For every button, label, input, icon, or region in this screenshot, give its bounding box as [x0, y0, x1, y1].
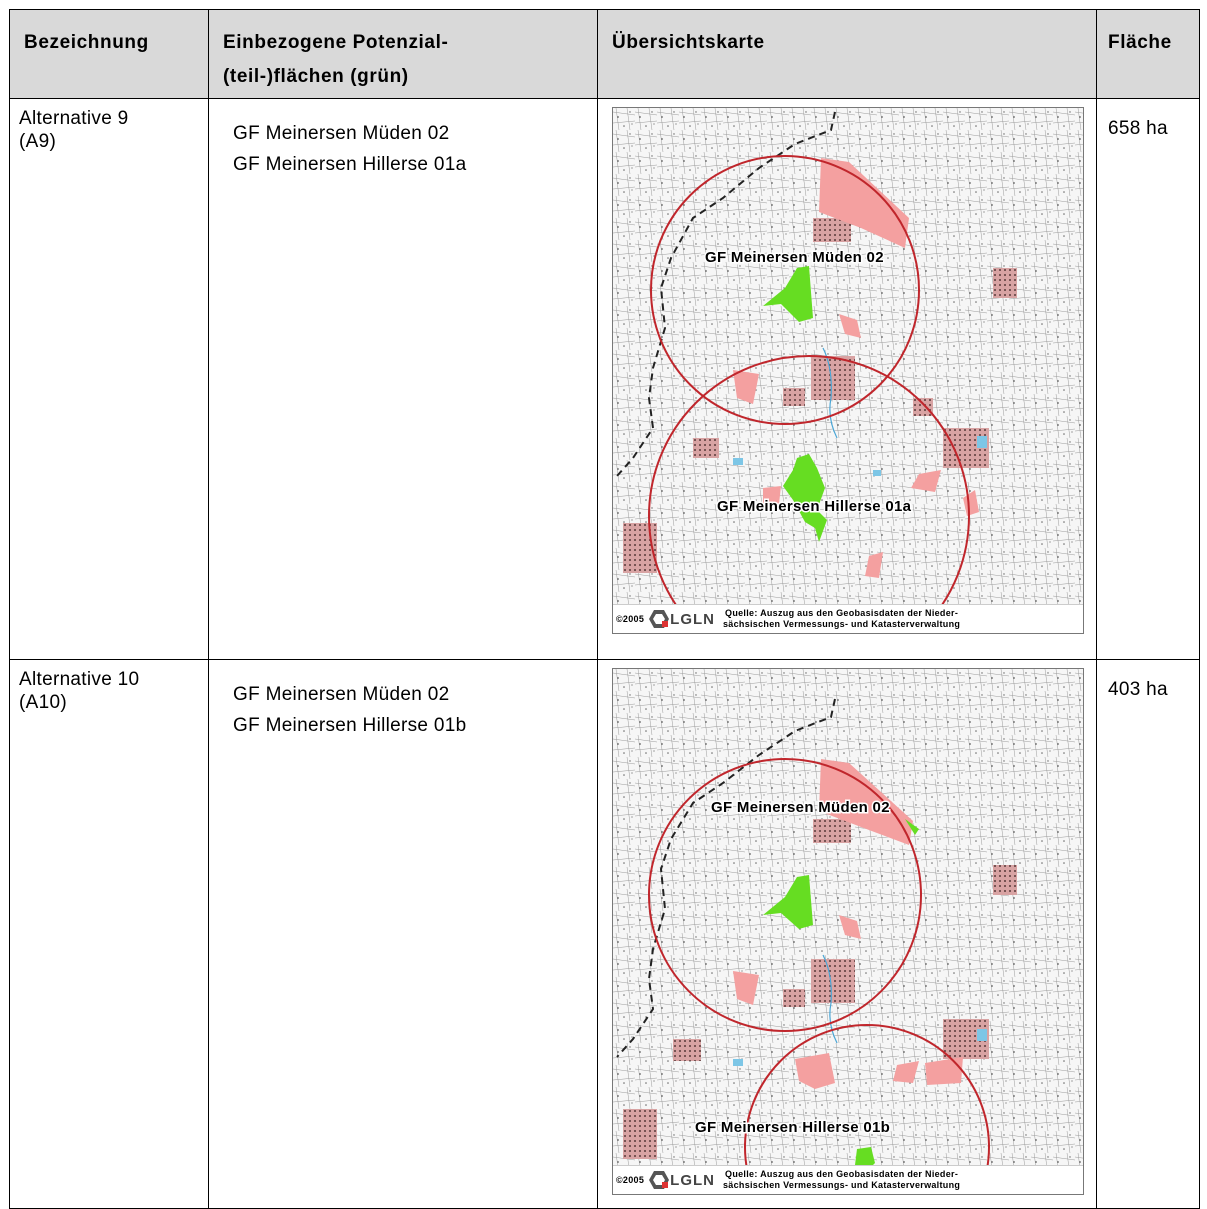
map-graphic: GF Meinersen Müden 02 GF Meinersen Hille…: [613, 108, 1083, 633]
credit-source-line2: sächsischen Vermessungs- und Katasterver…: [722, 619, 961, 629]
header-potenzialflaechen: Einbezogene Potenzial- (teil-)flächen (g…: [208, 9, 598, 99]
header-uebersichtskarte: Übersichtskarte: [597, 9, 1097, 99]
map-credit: ©2005 LGLN Quelle: Auszug aus den Geobas…: [613, 604, 1083, 633]
credit-source-line2: sächsischen Vermessungs- und Katasterver…: [722, 1180, 961, 1190]
header-potenzialflaechen-line2: (teil-)flächen (grün): [223, 66, 409, 87]
header-potenzialflaechen-line1: Einbezogene Potenzial-: [223, 32, 449, 53]
table-row: Alternative 10 (A10) GF Meinersen Müden …: [9, 659, 1200, 1209]
potential-area-item: GF Meinersen Hillerse 01a: [233, 154, 467, 175]
credit-source: Quelle: Auszug aus den Geobasisdaten der…: [723, 608, 960, 630]
potential-area-item: GF Meinersen Hillerse 01b: [233, 715, 467, 736]
cell-flaeche: 658 ha: [1096, 98, 1200, 660]
header-bezeichnung: Bezeichnung: [9, 9, 209, 99]
overview-map: GF Meinersen Müden 02 GF Meinersen Hille…: [612, 668, 1084, 1195]
cell-uebersichtskarte: GF Meinersen Müden 02 GF Meinersen Hille…: [597, 98, 1097, 660]
lgln-logo: LGLN: [648, 608, 715, 631]
alternative-code: (A9): [19, 131, 57, 152]
map-graphic: GF Meinersen Müden 02 GF Meinersen Hille…: [613, 669, 1083, 1194]
credit-source-line1: Quelle: Auszug aus den Geobasisdaten der…: [725, 608, 959, 618]
map-label: GF Meinersen Hillerse 01a: [717, 498, 912, 515]
lgln-logo-icon: [649, 1171, 670, 1189]
lgln-text: LGLN: [670, 1171, 715, 1189]
cell-bezeichnung: Alternative 10 (A10): [9, 659, 209, 1209]
credit-year: ©2005: [616, 1174, 645, 1185]
lgln-logo-icon: [649, 610, 670, 628]
credit-source-line1: Quelle: Auszug aus den Geobasisdaten der…: [725, 1169, 959, 1179]
overview-map: GF Meinersen Müden 02 GF Meinersen Hille…: [612, 107, 1084, 634]
alternative-name: Alternative 10: [19, 669, 140, 690]
map-label: GF Meinersen Müden 02: [705, 249, 884, 266]
cell-flaeche: 403 ha: [1096, 659, 1200, 1209]
lgln-text: LGLN: [670, 610, 715, 628]
alternative-code: (A10): [19, 692, 67, 713]
lgln-logo: LGLN: [648, 1169, 715, 1192]
map-credit: ©2005 LGLN Quelle: Auszug aus den Geobas…: [613, 1165, 1083, 1194]
map-label: GF Meinersen Müden 02: [711, 799, 890, 816]
cell-potenzialflaechen: GF Meinersen Müden 02 GF Meinersen Hille…: [208, 659, 598, 1209]
credit-source: Quelle: Auszug aus den Geobasisdaten der…: [723, 1169, 960, 1191]
table-header-row: Bezeichnung Einbezogene Potenzial- (teil…: [9, 9, 1200, 99]
cell-uebersichtskarte: GF Meinersen Müden 02 GF Meinersen Hille…: [597, 659, 1097, 1209]
potential-area-item: GF Meinersen Müden 02: [233, 123, 450, 144]
map-label: GF Meinersen Hillerse 01b: [695, 1119, 890, 1136]
table-row: Alternative 9 (A9) GF Meinersen Müden 02…: [9, 98, 1200, 660]
alternatives-table: Bezeichnung Einbezogene Potenzial- (teil…: [9, 9, 1200, 1209]
alternative-name: Alternative 9: [19, 108, 129, 129]
cell-bezeichnung: Alternative 9 (A9): [9, 98, 209, 660]
potential-area-item: GF Meinersen Müden 02: [233, 684, 450, 705]
cell-potenzialflaechen: GF Meinersen Müden 02 GF Meinersen Hille…: [208, 98, 598, 660]
header-flaeche: Fläche: [1096, 9, 1200, 99]
credit-year: ©2005: [616, 613, 645, 624]
